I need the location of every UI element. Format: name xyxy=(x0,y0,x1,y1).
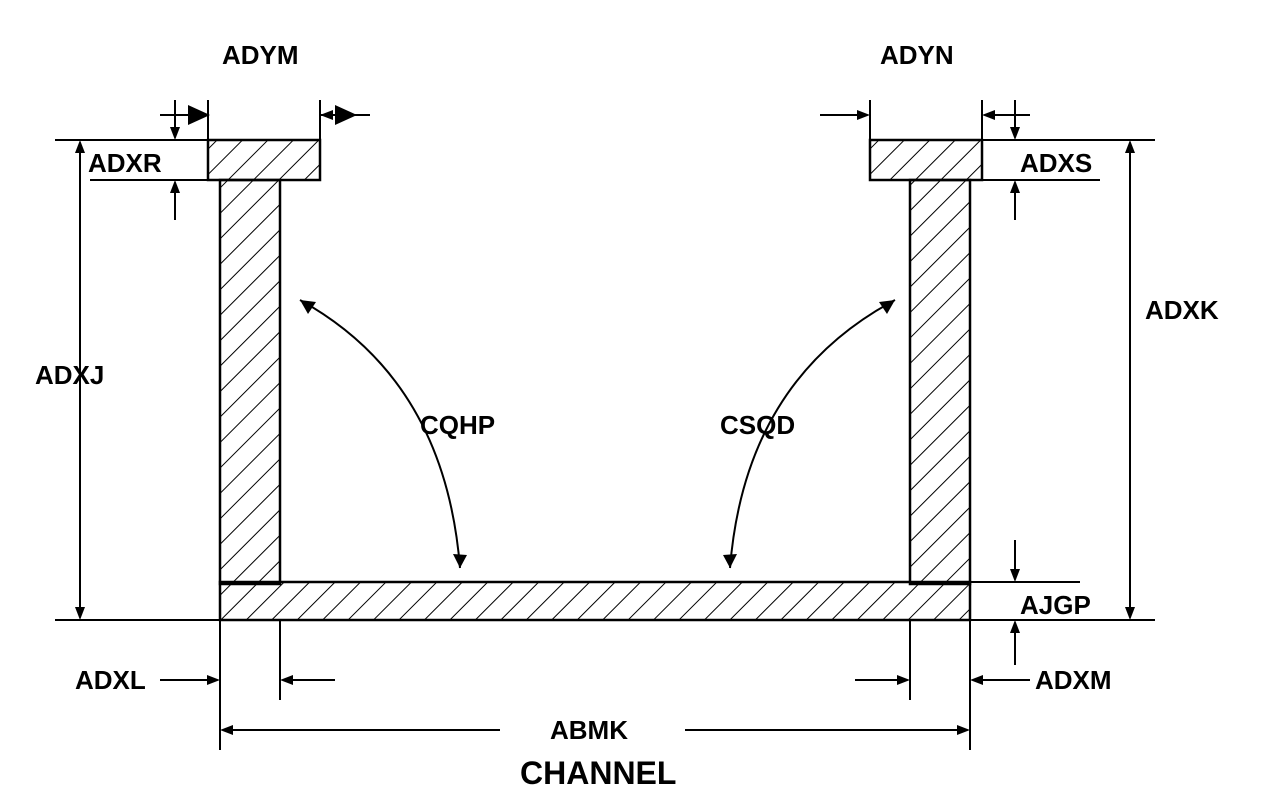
channel-diagram: ADYM ADYN ADXR ADXS ADXJ ADXK CQHP CSQD … xyxy=(0,0,1264,791)
label-csqd: CSQD xyxy=(720,410,795,441)
label-adxs: ADXS xyxy=(1020,148,1092,179)
dim-adxm xyxy=(855,620,1030,700)
dim-adxk xyxy=(970,140,1155,620)
title-channel: CHANNEL xyxy=(520,755,676,792)
label-adxl: ADXL xyxy=(75,665,146,696)
label-ajgp: AJGP xyxy=(1020,590,1091,621)
dim-adyn xyxy=(820,100,1030,140)
label-adym: ADYM xyxy=(222,40,299,71)
label-cqhp: CQHP xyxy=(420,410,495,441)
label-adxk: ADXK xyxy=(1145,295,1219,326)
channel-left-wall xyxy=(220,180,280,584)
channel-base xyxy=(220,582,970,620)
label-adxj: ADXJ xyxy=(35,360,104,391)
label-adxr: ADXR xyxy=(88,148,162,179)
label-adxm: ADXM xyxy=(1035,665,1112,696)
channel-right-wall xyxy=(910,180,970,584)
dim-adym xyxy=(160,100,370,140)
label-adyn: ADYN xyxy=(880,40,954,71)
dim-adxl xyxy=(160,620,335,700)
channel-right-cap xyxy=(870,140,982,180)
label-abmk: ABMK xyxy=(550,715,628,746)
channel-left-cap xyxy=(208,140,320,180)
